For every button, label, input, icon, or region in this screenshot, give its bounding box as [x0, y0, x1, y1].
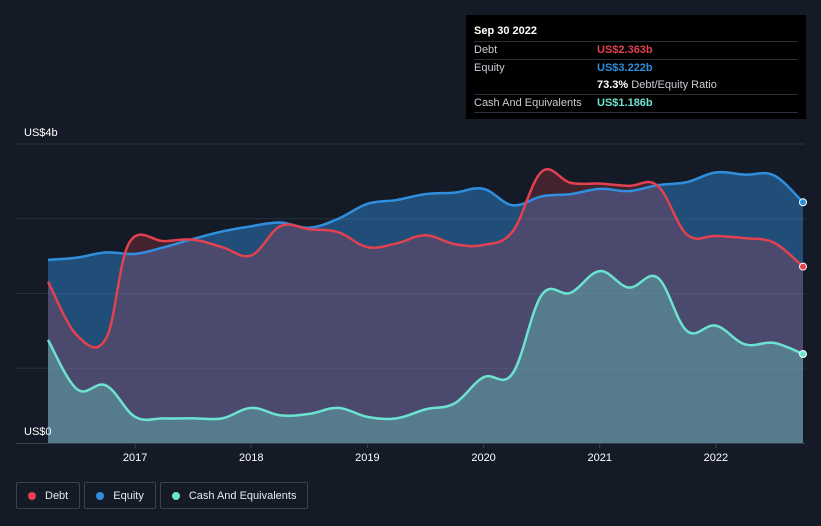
tooltip-debt-label: Debt [474, 44, 498, 56]
legend-label-debt: Debt [45, 489, 69, 502]
x-tick-label: 2020 [471, 452, 495, 464]
end-dot-cash [799, 350, 807, 359]
tooltip-equity-label: Equity [474, 62, 505, 74]
line-debt [46, 168, 804, 349]
legend-dot-cash [171, 491, 180, 500]
legend-label-cash: Cash And Equivalents [188, 489, 297, 502]
chart-legend: Debt Equity Cash And Equivalents [16, 482, 312, 509]
x-tick-label: 2021 [587, 452, 611, 464]
tooltip-ratio-value: 73.3% [597, 79, 629, 91]
tooltip-equity-value: US$3.222b [597, 62, 653, 74]
end-dot-debt [799, 262, 807, 271]
grid-lines [16, 143, 805, 369]
tooltip-date: Sep 30 2022 [474, 25, 537, 37]
legend-item-debt[interactable]: Debt [16, 482, 81, 509]
series-end-dots [799, 198, 807, 359]
tooltip-debt-value: US$2.363b [597, 44, 653, 56]
area-debt [48, 169, 803, 443]
tooltip-row-cash: Cash And Equivalents US$1.186b [474, 94, 798, 113]
line-cash [46, 269, 804, 422]
legend-dot-equity [96, 491, 105, 500]
x-tick-label: 2018 [239, 452, 263, 464]
y-axis-bottom-label: US$0 [24, 426, 52, 438]
tooltip-row-debt: Debt US$2.363b [474, 41, 798, 59]
line-equity [47, 170, 804, 262]
legend-item-equity[interactable]: Equity [84, 482, 156, 509]
tooltip-cash-label: Cash And Equivalents [474, 97, 582, 109]
area-equity [48, 172, 803, 444]
x-axis-ticks: 2017 2018 2019 2020 2021 2022 [123, 443, 728, 464]
x-tick-label: 2019 [355, 452, 379, 464]
tooltip-row-equity: Equity US$3.222b [474, 59, 798, 77]
end-dot-equity [799, 198, 807, 207]
y-axis-top-label: US$4b [24, 127, 58, 139]
x-tick-label: 2017 [123, 452, 147, 464]
legend-dot-debt [28, 491, 36, 500]
tooltip-panel: Sep 30 2022 Debt US$2.363b Equity US$3.2… [466, 15, 806, 119]
tooltip-ratio-label: Debt/Equity Ratio [631, 79, 717, 91]
legend-item-cash[interactable]: Cash And Equivalents [159, 482, 309, 509]
series-areas [48, 169, 803, 444]
series-lines [46, 168, 804, 422]
area-cash [48, 271, 803, 443]
tooltip-cash-value: US$1.186b [597, 97, 653, 109]
legend-label-equity: Equity [113, 489, 144, 502]
tooltip-row-ratio: 73.3% Debt/Equity Ratio [474, 77, 798, 94]
x-tick-label: 2022 [704, 452, 728, 464]
